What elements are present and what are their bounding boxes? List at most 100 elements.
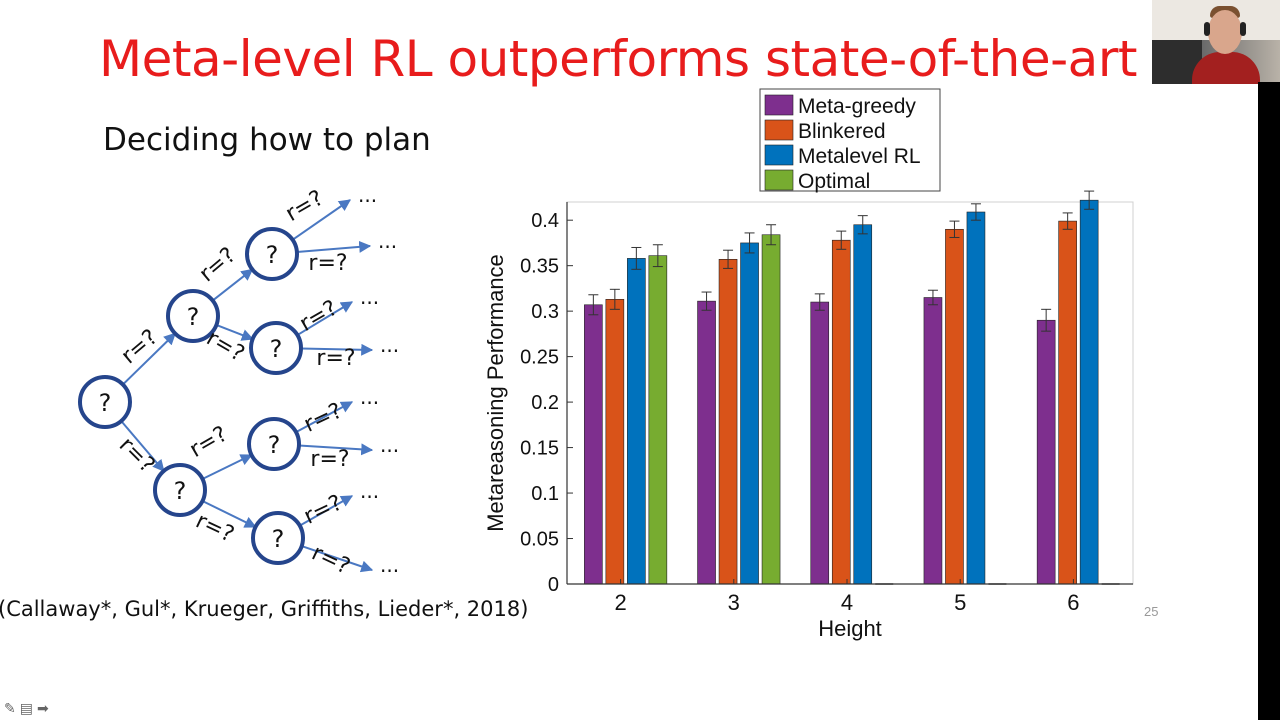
leaf-ellipsis: ... xyxy=(378,229,397,253)
bar-meta-greedy xyxy=(584,304,603,585)
tree-node xyxy=(247,417,301,471)
bar-blinkered xyxy=(831,239,851,585)
webcam-video xyxy=(1152,0,1280,84)
tree-edge xyxy=(299,495,354,527)
window-edge xyxy=(1258,82,1280,720)
leaf-ellipsis: ... xyxy=(358,183,377,207)
leaf-ellipsis: ... xyxy=(360,385,379,409)
edge-reward-label: r=? xyxy=(310,447,349,472)
bar-metalevel-rl xyxy=(853,224,873,585)
x-tick-label: 4 xyxy=(841,590,853,615)
legend-swatch xyxy=(764,119,794,141)
tree-node-label: ? xyxy=(266,241,279,269)
notes-icon[interactable]: ▤ xyxy=(19,700,33,716)
y-tick-label: 0.4 xyxy=(531,210,559,232)
tree-node xyxy=(166,289,220,343)
tree-node xyxy=(249,321,303,375)
y-tick-label: 0 xyxy=(548,574,559,596)
pen-icon[interactable]: ✎ xyxy=(4,700,16,716)
tree-edge xyxy=(296,301,354,336)
legend-swatch xyxy=(764,144,794,166)
legend-label: Meta-greedy xyxy=(798,95,916,118)
bar-blinkered xyxy=(718,258,738,585)
leaf-ellipsis: ... xyxy=(380,553,399,577)
y-tick-label: 0.05 xyxy=(520,529,559,551)
tree-edge xyxy=(122,332,176,386)
chart-y-label: Metareasoning Performance xyxy=(483,254,508,532)
tree-edge xyxy=(298,443,374,456)
legend-label: Metalevel RL xyxy=(798,145,921,168)
tree-edge xyxy=(212,268,254,302)
planning-tree-diagram: ??????? r=? r=? r=? r=? r=? r=?... r=?... r=?..… xyxy=(78,183,399,580)
tree-node-label: ? xyxy=(268,431,281,459)
bar-blinkered xyxy=(1058,220,1077,585)
y-tick-label: 0.1 xyxy=(531,483,559,505)
tree-edge xyxy=(301,545,374,573)
tree-node xyxy=(78,375,132,429)
chart-x-label: Height xyxy=(818,616,882,641)
leaf-ellipsis: ... xyxy=(380,333,399,357)
x-tick-label: 3 xyxy=(728,590,740,615)
tree-node-label: ? xyxy=(99,389,112,417)
x-tick-label: 2 xyxy=(614,590,626,615)
performance-bar-chart: 2 3 4 5 6 0 0.05 0.1 0.15 0.2 0.25 0.3 0.35 0.4 Heigh… xyxy=(483,88,1134,641)
y-tick-label: 0.25 xyxy=(520,347,559,369)
tree-node xyxy=(245,227,299,281)
bar-optimal xyxy=(761,234,781,585)
edge-reward-label: r=? xyxy=(195,243,241,287)
tree-node xyxy=(251,511,305,565)
tree-edge xyxy=(120,420,165,472)
edge-reward-label: r=? xyxy=(300,399,346,438)
legend-label: Blinkered xyxy=(798,120,886,143)
tree-edge xyxy=(202,500,257,528)
y-tick-label: 0.2 xyxy=(531,392,559,414)
x-tick-label: 6 xyxy=(1067,590,1079,615)
y-tick-label: 0.35 xyxy=(520,256,559,278)
bar-meta-greedy xyxy=(810,301,830,585)
bar-optimal xyxy=(648,255,668,585)
slide-title: Meta-level RL outperforms state-of-the-a… xyxy=(99,30,1137,88)
bar-blinkered xyxy=(945,228,964,585)
edge-reward-label: r=? xyxy=(308,251,347,276)
x-tick-label: 5 xyxy=(954,590,966,615)
tree-node xyxy=(153,463,207,517)
tree-edge xyxy=(300,343,374,356)
tree-edge xyxy=(291,199,351,241)
slideshow-toolbar: ✎ ▤ ➡ xyxy=(4,700,49,717)
tree-edge xyxy=(202,454,253,480)
edge-reward-label: r=? xyxy=(114,433,159,478)
y-tick-label: 0.15 xyxy=(520,438,559,460)
tree-edge xyxy=(296,240,372,253)
edge-reward-label: r=? xyxy=(316,346,355,371)
y-tick-label: 0.3 xyxy=(531,301,559,323)
edge-reward-label: r=? xyxy=(117,325,163,369)
citation: (Callaway*, Gul*, Krueger, Griffiths, Li… xyxy=(0,597,529,621)
bar-metalevel-rl xyxy=(966,211,986,585)
leaf-ellipsis: ... xyxy=(380,433,399,457)
edge-reward-label: r=? xyxy=(300,491,346,530)
tree-edge xyxy=(215,324,254,341)
tree-node-label: ? xyxy=(272,525,285,553)
edge-reward-label: r=? xyxy=(186,422,232,463)
leaf-ellipsis: ... xyxy=(360,479,379,503)
edge-reward-label: r=? xyxy=(308,541,354,580)
slide-number: 25 xyxy=(1144,604,1159,619)
bar-metalevel-rl xyxy=(740,242,759,585)
tree-node-label: ? xyxy=(187,303,200,331)
tree-node-label: ? xyxy=(174,477,187,505)
bar-blinkered xyxy=(605,299,625,585)
bar-meta-greedy xyxy=(923,297,943,585)
tree-node-label: ? xyxy=(270,335,283,363)
bar-metalevel-rl xyxy=(1079,199,1099,585)
legend-label: Optimal xyxy=(798,170,870,193)
bar-metalevel-rl xyxy=(627,258,646,585)
slide-subtitle: Deciding how to plan xyxy=(103,122,431,158)
legend-swatch xyxy=(764,169,794,191)
arrow-right-icon[interactable]: ➡ xyxy=(36,700,49,716)
bar-meta-greedy xyxy=(697,300,716,585)
legend-swatch xyxy=(764,94,794,116)
leaf-ellipsis: ... xyxy=(360,285,379,309)
bar-meta-greedy xyxy=(1036,319,1056,585)
tree-edge xyxy=(295,401,354,434)
